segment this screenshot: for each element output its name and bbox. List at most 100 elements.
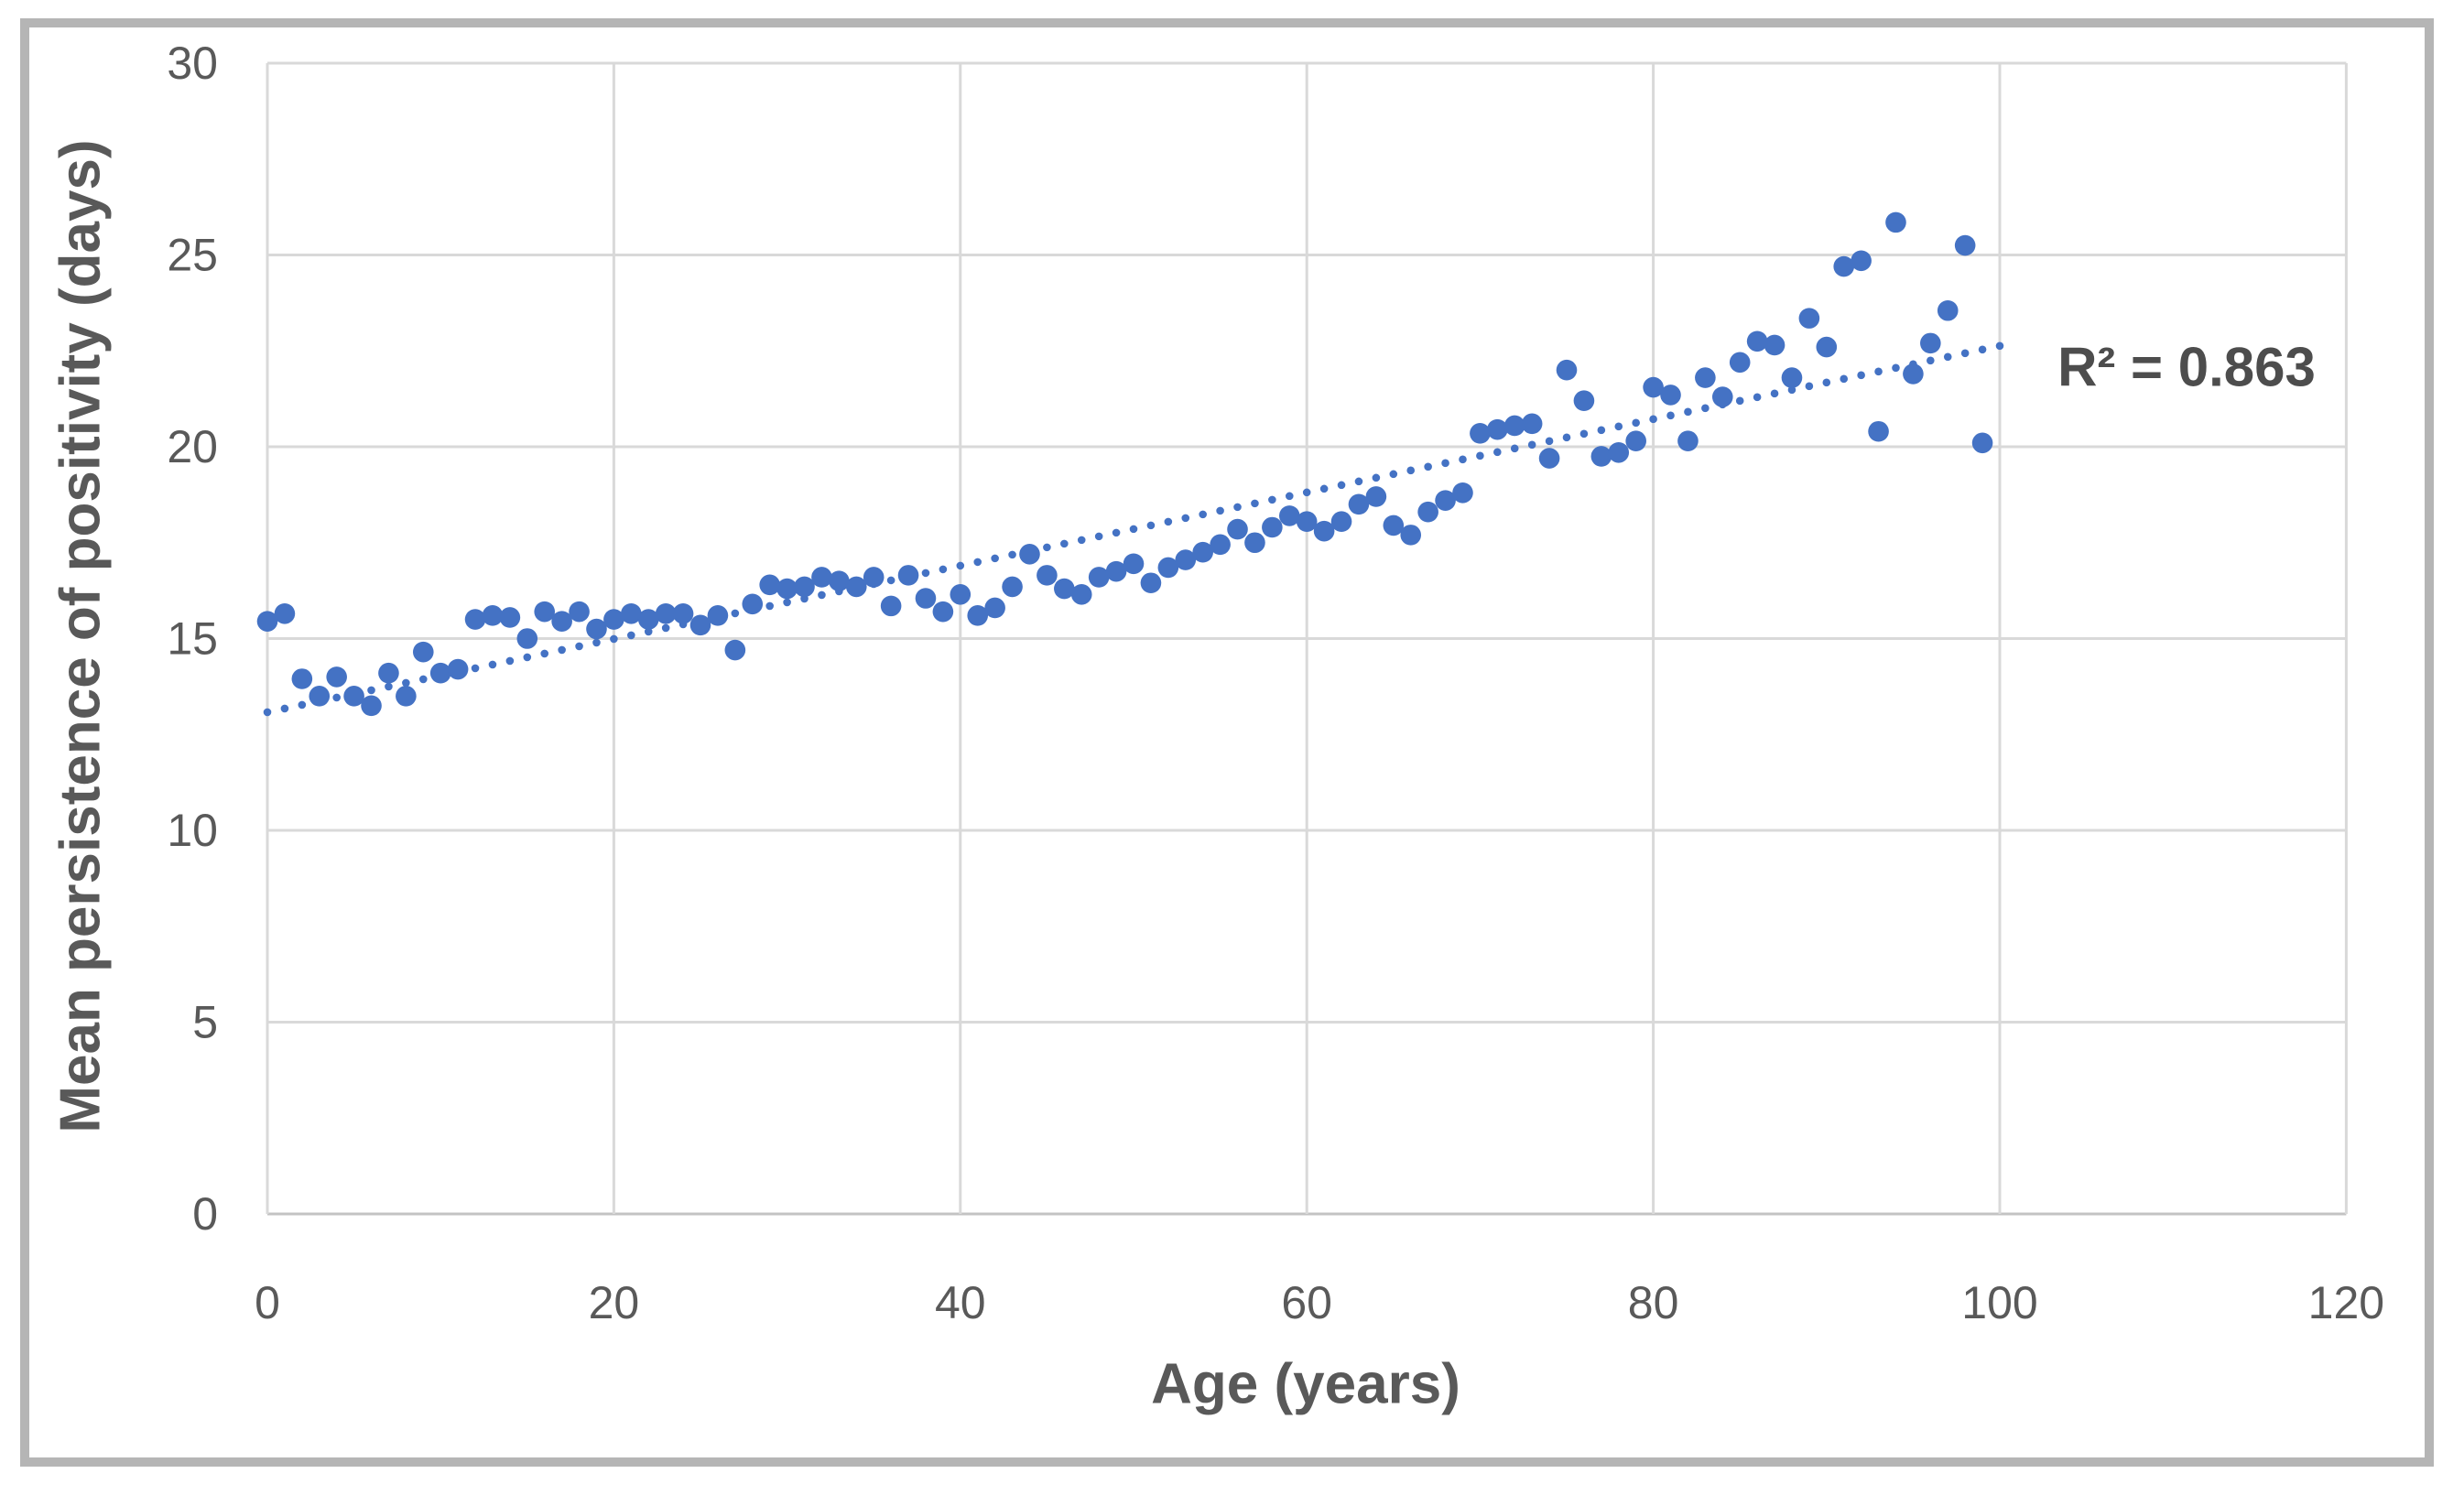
- data-point: [1487, 418, 1508, 440]
- trendline-dot: [592, 638, 601, 647]
- data-point: [1816, 336, 1838, 358]
- trendline-dot: [263, 708, 272, 717]
- trendline-dot: [1943, 352, 1952, 362]
- data-point: [1244, 532, 1265, 554]
- data-point: [256, 611, 278, 632]
- data-point: [1262, 516, 1283, 538]
- x-tick-label: 100: [1961, 1277, 2037, 1328]
- data-point: [1417, 501, 1438, 523]
- data-point: [1452, 482, 1473, 504]
- trendline-dot: [1094, 532, 1103, 541]
- data-point: [516, 628, 538, 649]
- data-point: [880, 595, 902, 617]
- x-axis-title: Age (years): [1151, 1352, 1460, 1416]
- trendline-dot: [1216, 506, 1224, 515]
- data-point: [776, 578, 798, 600]
- trendline-dot: [661, 623, 670, 633]
- gridlines: [266, 61, 2348, 1216]
- trendline-dot: [1424, 462, 1432, 471]
- data-point: [1470, 423, 1491, 444]
- data-point: [1660, 385, 1681, 406]
- trendline-dot: [1874, 367, 1883, 376]
- trendline-dot: [1545, 437, 1554, 446]
- data-point: [1400, 525, 1422, 546]
- data-point: [950, 584, 971, 605]
- trendline-dot: [558, 645, 566, 655]
- trendline-dot: [1008, 550, 1016, 559]
- data-point: [551, 611, 572, 632]
- data-point: [621, 602, 642, 624]
- data-point: [742, 593, 764, 615]
- data-point: [1885, 211, 1906, 233]
- data-point: [1695, 367, 1716, 388]
- trendline-dot: [1597, 426, 1606, 435]
- data-point: [689, 614, 711, 636]
- trendline-dot: [575, 642, 583, 651]
- data-point: [1729, 352, 1751, 374]
- data-point: [309, 686, 331, 707]
- trendline-dot: [385, 682, 393, 691]
- data-point: [1503, 415, 1525, 437]
- data-point: [429, 662, 451, 684]
- y-axis-title: Mean persistence of positivity (days): [49, 139, 113, 1133]
- data-point: [412, 641, 434, 663]
- trendline-dot: [1164, 517, 1173, 526]
- data-point: [464, 609, 486, 630]
- data-point: [637, 609, 659, 630]
- trendline-dot: [1927, 356, 1935, 365]
- data-point: [1920, 332, 1941, 354]
- trendline-dot: [1701, 404, 1710, 413]
- data-point: [1123, 553, 1145, 575]
- trendline-dot: [1060, 539, 1069, 548]
- trendline-dot: [1285, 492, 1294, 501]
- data-point: [1711, 386, 1733, 407]
- trendline-dot: [1251, 499, 1259, 508]
- data-point: [1903, 363, 1924, 385]
- data-point: [1313, 520, 1335, 542]
- data-point: [378, 662, 399, 684]
- trendline-dot: [1077, 536, 1086, 545]
- data-point: [1764, 334, 1786, 356]
- x-tick-label: 60: [1281, 1277, 1332, 1328]
- trendline-dot: [921, 569, 930, 578]
- trendline-dot: [1960, 349, 1970, 358]
- data-point: [1435, 490, 1456, 511]
- data-point: [1937, 299, 1959, 321]
- trendline-dot: [1857, 371, 1865, 380]
- data-point: [984, 597, 1005, 619]
- data-point: [1573, 390, 1595, 412]
- trendline-dot: [1840, 374, 1849, 384]
- trendline-dot: [471, 664, 480, 673]
- trendline-dot: [1302, 488, 1311, 497]
- trendline-dot: [1476, 451, 1484, 460]
- data-point: [1954, 234, 1976, 256]
- trendline-dot: [1892, 363, 1900, 373]
- trendline-dot: [523, 653, 532, 662]
- data-point: [499, 607, 521, 628]
- trendline-dot: [1354, 477, 1363, 486]
- trendline-dot: [1146, 521, 1156, 530]
- data-point: [291, 668, 313, 689]
- data-point: [1643, 376, 1664, 398]
- y-tick-label: 20: [167, 421, 218, 472]
- trendline-dot: [610, 634, 618, 644]
- data-point: [915, 588, 937, 609]
- trendline-dot: [1666, 411, 1675, 420]
- data-point: [1002, 576, 1023, 598]
- data-point: [1296, 511, 1318, 533]
- trendline-dot: [1043, 543, 1051, 552]
- trendline-dot: [644, 627, 653, 636]
- x-tick-label: 80: [1628, 1277, 1679, 1328]
- trendline-dot: [540, 649, 549, 658]
- trendline-dot: [1406, 466, 1416, 475]
- data-point: [1625, 430, 1646, 452]
- data-point: [569, 601, 590, 623]
- trendline-dot: [332, 693, 341, 702]
- data-point: [707, 605, 729, 626]
- data-point: [1105, 560, 1127, 582]
- trendline-dot: [886, 576, 896, 585]
- trendline-dot: [1978, 345, 1987, 354]
- data-point: [1054, 578, 1075, 600]
- trendline-dot: [1735, 396, 1744, 406]
- y-tick-label: 5: [192, 997, 218, 1048]
